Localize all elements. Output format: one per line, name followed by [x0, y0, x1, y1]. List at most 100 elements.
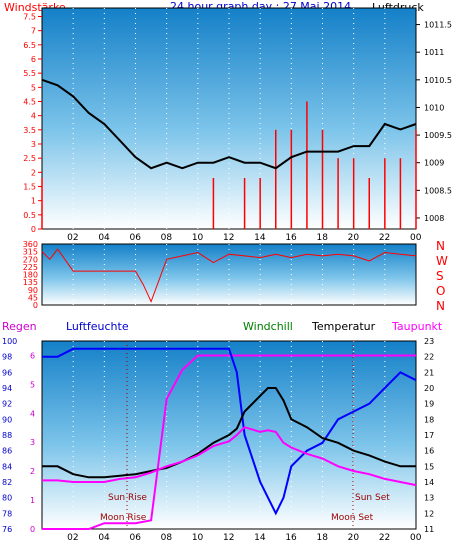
pressure-tick-label: 1009	[424, 159, 444, 168]
temperature-tick-label: 23	[424, 337, 434, 346]
direction-tick-label: 0	[33, 301, 38, 310]
humidity-tick-label: 94	[2, 384, 12, 393]
humidity-line	[42, 347, 417, 516]
rain-tick-label: 6	[30, 351, 35, 360]
humidity-tick-label: 92	[2, 400, 12, 409]
moon-set-label: Moon Set	[331, 513, 374, 523]
humidity-tick-label: 88	[2, 431, 12, 440]
wind-tick-label: 0	[31, 225, 36, 234]
direction-tick-label: 270	[23, 255, 38, 264]
top-grid	[72, 8, 386, 229]
rain-tick-label: 2	[30, 467, 35, 476]
direction-tick-label: 135	[23, 278, 38, 287]
x-tick-label: 16	[285, 533, 297, 543]
x-tick-label: 08	[161, 533, 173, 543]
wind-tick-label: 4.5	[23, 98, 36, 107]
wind-tick-label: 6.5	[23, 41, 36, 50]
humidity-tick-label: 98	[2, 353, 12, 362]
temperature-tick-label: 16	[424, 447, 434, 456]
x-tick-label: 14	[254, 233, 266, 243]
top-right-axis: 1008 1008.5 1009 1009.5 1010 1010.5 1011 1011.5	[416, 21, 452, 223]
rain-tick-label: 3	[30, 438, 35, 447]
wind-tick-label: 3.5	[23, 126, 36, 135]
x-tick-label: 06	[130, 233, 142, 243]
regen-label: Regen	[2, 320, 37, 333]
temperature-tick-label: 12	[424, 509, 434, 518]
temperature-tick-label: 13	[424, 494, 434, 503]
compass-letter: N	[436, 299, 445, 313]
wind-direction-line	[41, 248, 417, 303]
sun-rise-label: Sun Rise	[108, 493, 147, 503]
top-left-axis: 0 0.5 1 1.5 2 2.5 3 3.5 4 4.5 5 5.5 6 6.5 7 7.5	[23, 13, 42, 234]
pressure-line	[41, 78, 417, 170]
temperature-tick-label: 19	[424, 400, 434, 409]
pressure-tick-label: 1009.5	[424, 131, 452, 140]
pressure-tick-label: 1008.5	[424, 186, 452, 195]
temperature-axis: 11 12 13 14 15 16 17 18 19 20 21 22 23	[424, 337, 434, 534]
wind-tick-label: 3	[31, 140, 36, 149]
wind-tick-label: 7	[31, 27, 36, 36]
wind-series	[41, 101, 417, 229]
humidity-tick-label: 80	[2, 494, 12, 503]
pressure-tick-label: 1008	[424, 214, 444, 223]
moon-rise-label: Moon Rise	[100, 513, 147, 523]
humidity-tick-label: 76	[2, 525, 12, 534]
humidity-axis: 76 78 80 82 84 86 88 90 92 94 96 98 100	[2, 337, 17, 534]
rain-tick-label: 0	[30, 525, 35, 534]
x-tick-label: 18	[317, 233, 329, 243]
humidity-tick-label: 84	[2, 462, 12, 471]
dewpoint-line	[42, 426, 417, 487]
luftfeuchte-label: Luftfeuchte	[66, 320, 129, 333]
pressure-tick-label: 1011.5	[424, 21, 452, 30]
temperature-tick-label: 15	[424, 462, 434, 471]
temperature-tick-label: 21	[424, 368, 434, 377]
direction-tick-label: 180	[23, 271, 38, 280]
rain-line	[42, 354, 416, 530]
x-tick-label: 04	[98, 533, 110, 543]
direction-tick-label: 360	[23, 240, 38, 249]
taupunkt-label: Taupunkt	[391, 320, 443, 333]
wind-tick-label: 5.5	[23, 69, 36, 78]
x-tick-label: 00	[410, 233, 422, 243]
x-tick-label: 20	[348, 233, 360, 243]
direction-tick-label: 225	[23, 263, 38, 272]
temperature-tick-label: 22	[424, 353, 434, 362]
wind-tick-label: 5	[31, 83, 36, 92]
rain-tick-label: 4	[30, 409, 35, 418]
x-tick-label: 00	[410, 533, 422, 543]
rain-tick-label: 5	[30, 380, 35, 389]
wind-tick-label: 1.5	[23, 183, 36, 192]
temperature-tick-label: 14	[424, 478, 434, 487]
compass-letter: N	[436, 239, 445, 253]
rain-axis: 0 1 2 3 4 5 6	[30, 351, 35, 534]
x-tick-label: 18	[317, 533, 329, 543]
humidity-tick-label: 78	[2, 509, 12, 518]
humidity-tick-label: 96	[2, 368, 12, 377]
x-tick-label: 10	[192, 533, 204, 543]
compass-letter: S	[436, 269, 444, 283]
humidity-tick-label: 100	[2, 337, 17, 346]
pressure-tick-label: 1010.5	[424, 76, 452, 85]
x-tick-label: 04	[98, 233, 110, 243]
humidity-tick-label: 86	[2, 447, 12, 456]
bottom-x-axis: 02 04 06 08 10 12 14 16 18 20 22 00	[67, 533, 422, 543]
temperature-tick-label: 17	[424, 431, 434, 440]
temperature-tick-label: 18	[424, 415, 434, 424]
x-tick-label: 02	[67, 533, 78, 543]
x-tick-label: 10	[192, 233, 204, 243]
wind-tick-label: 2.5	[23, 154, 36, 163]
humidity-tick-label: 90	[2, 415, 12, 424]
direction-tick-label: 45	[28, 293, 38, 302]
x-tick-label: 12	[223, 233, 234, 243]
x-tick-label: 22	[379, 233, 390, 243]
wind-tick-label: 2	[31, 168, 36, 177]
humidity-tick-label: 82	[2, 478, 12, 487]
compass-letter: O	[436, 284, 445, 298]
direction-tick-label: 315	[23, 248, 38, 257]
wind-tick-label: 1	[31, 197, 36, 206]
compass-letter: W	[436, 254, 448, 268]
pressure-tick-label: 1011	[424, 48, 444, 57]
